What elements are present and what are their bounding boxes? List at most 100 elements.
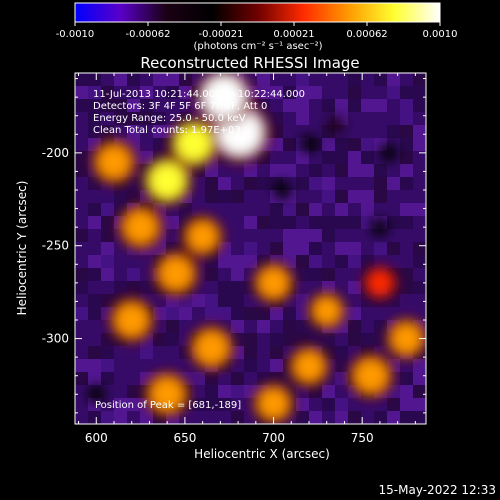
image-pixel	[348, 203, 361, 216]
hot-region	[97, 145, 131, 179]
image-pixel	[309, 86, 322, 99]
image-pixel	[387, 86, 400, 99]
image-pixel	[296, 164, 309, 177]
plot-frame	[74, 72, 427, 425]
hot-region	[294, 351, 324, 382]
image-pixel	[335, 385, 348, 398]
image-pixel	[348, 307, 361, 320]
image-pixel	[244, 385, 257, 398]
image-pixel	[348, 190, 361, 203]
image-pixel	[309, 99, 322, 112]
image-pixel	[127, 112, 140, 125]
image-pixel	[127, 86, 140, 99]
image-pixel	[413, 398, 426, 411]
image-pixel	[283, 333, 296, 346]
image-pixel	[387, 112, 400, 125]
image-pixel	[296, 307, 309, 320]
image-pixel	[75, 138, 88, 151]
image-pixel	[179, 411, 192, 424]
image-pixel	[322, 255, 335, 268]
image-pixel	[270, 359, 283, 372]
image-pixel	[166, 203, 179, 216]
image-pixel	[244, 372, 257, 385]
image-pixel	[101, 333, 114, 346]
image-pixel	[413, 307, 426, 320]
image-area: 11-Jul-2013 10:21:44.000 to 10:22:44.000…	[75, 73, 426, 424]
image-pixel	[75, 320, 88, 333]
image-pixel	[101, 216, 114, 229]
image-pixel	[348, 320, 361, 333]
hot-region	[367, 270, 393, 296]
image-pixel	[192, 411, 205, 424]
image-pixel	[75, 307, 88, 320]
image-pixel	[127, 411, 140, 424]
image-pixel	[218, 268, 231, 281]
image-pixel	[75, 125, 88, 138]
image-pixel	[283, 99, 296, 112]
image-pixel	[244, 346, 257, 359]
image-pixel	[400, 73, 413, 86]
colorbar-tick-label: 0.0010	[423, 29, 458, 40]
image-pixel	[257, 73, 270, 86]
image-pixel	[88, 255, 101, 268]
image-pixel	[270, 346, 283, 359]
image-pixel	[413, 359, 426, 372]
image-pixel	[400, 281, 413, 294]
image-pixel	[244, 216, 257, 229]
image-pixel	[283, 203, 296, 216]
y-axis-label: Heliocentric Y (arcsec)	[15, 181, 29, 316]
image-pixel	[413, 203, 426, 216]
image-pixel	[257, 307, 270, 320]
image-pixel	[179, 359, 192, 372]
image-pixel	[114, 411, 127, 424]
image-pixel	[257, 346, 270, 359]
image-pixel	[75, 333, 88, 346]
image-pixel	[192, 372, 205, 385]
image-pixel	[361, 125, 374, 138]
image-pixel	[335, 281, 348, 294]
image-pixel	[374, 398, 387, 411]
hot-region	[354, 359, 388, 393]
image-pixel	[413, 268, 426, 281]
image-pixel	[335, 73, 348, 86]
image-pixel	[244, 307, 257, 320]
image-pixel	[244, 242, 257, 255]
image-pixel	[205, 190, 218, 203]
image-pixel	[348, 398, 361, 411]
image-pixel	[270, 151, 283, 164]
image-pixel	[400, 255, 413, 268]
image-pixel	[231, 190, 244, 203]
colorbar	[74, 2, 441, 23]
image-pixel	[101, 112, 114, 125]
image-pixel	[205, 294, 218, 307]
image-pixel	[283, 151, 296, 164]
image-pixel	[270, 229, 283, 242]
image-pixel	[387, 203, 400, 216]
image-pixel	[218, 177, 231, 190]
annotation-block: 11-Jul-2013 10:21:44.000 to 10:22:44.000…	[93, 89, 305, 411]
image-pixel	[75, 294, 88, 307]
image-pixel	[114, 346, 127, 359]
image-pixel	[361, 86, 374, 99]
image-pixel	[231, 216, 244, 229]
image-pixel	[270, 99, 283, 112]
image-pixel	[192, 385, 205, 398]
image-pixel	[127, 190, 140, 203]
image-pixel	[179, 73, 192, 86]
image-pixel	[75, 255, 88, 268]
image-pixel	[322, 385, 335, 398]
image-pixel	[140, 151, 153, 164]
image-pixel	[400, 229, 413, 242]
image-pixel	[413, 125, 426, 138]
image-pixel	[101, 86, 114, 99]
image-pixel	[140, 268, 153, 281]
image-pixel	[387, 307, 400, 320]
image-pixel	[335, 242, 348, 255]
image-pixel	[361, 216, 374, 229]
image-pixel	[127, 398, 140, 411]
image-pixel	[322, 190, 335, 203]
image-pixel	[140, 359, 153, 372]
image-pixel	[400, 385, 413, 398]
image-pixel	[101, 411, 114, 424]
image-pixel	[296, 229, 309, 242]
